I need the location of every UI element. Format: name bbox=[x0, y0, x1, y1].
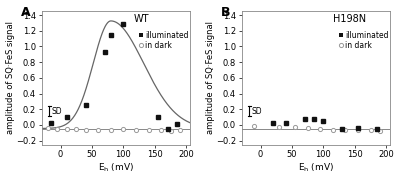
Legend: illuminated, in dark: illuminated, in dark bbox=[138, 31, 189, 50]
Text: SD: SD bbox=[252, 107, 262, 116]
X-axis label: E$_\mathregular{h}$ (mV): E$_\mathregular{h}$ (mV) bbox=[298, 162, 334, 174]
X-axis label: E$_\mathregular{h}$ (mV): E$_\mathregular{h}$ (mV) bbox=[98, 162, 134, 174]
Text: SD: SD bbox=[52, 107, 62, 116]
Y-axis label: amplitude of SQ·FeS signal: amplitude of SQ·FeS signal bbox=[6, 21, 14, 134]
Legend: illuminated, in dark: illuminated, in dark bbox=[338, 31, 389, 50]
Text: H198N: H198N bbox=[333, 14, 366, 24]
Text: B: B bbox=[221, 6, 230, 19]
Text: A: A bbox=[21, 6, 30, 19]
Text: WT: WT bbox=[133, 14, 149, 24]
Y-axis label: amplitude of SQ·FeS signal: amplitude of SQ·FeS signal bbox=[206, 21, 214, 134]
